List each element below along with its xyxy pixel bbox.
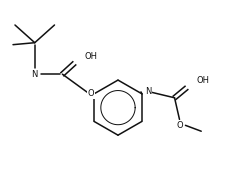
Text: N: N [145, 87, 151, 96]
Text: O: O [88, 89, 94, 98]
Text: O: O [176, 121, 183, 130]
Text: OH: OH [196, 76, 209, 85]
Text: OH: OH [84, 52, 97, 61]
Text: N: N [32, 70, 38, 79]
